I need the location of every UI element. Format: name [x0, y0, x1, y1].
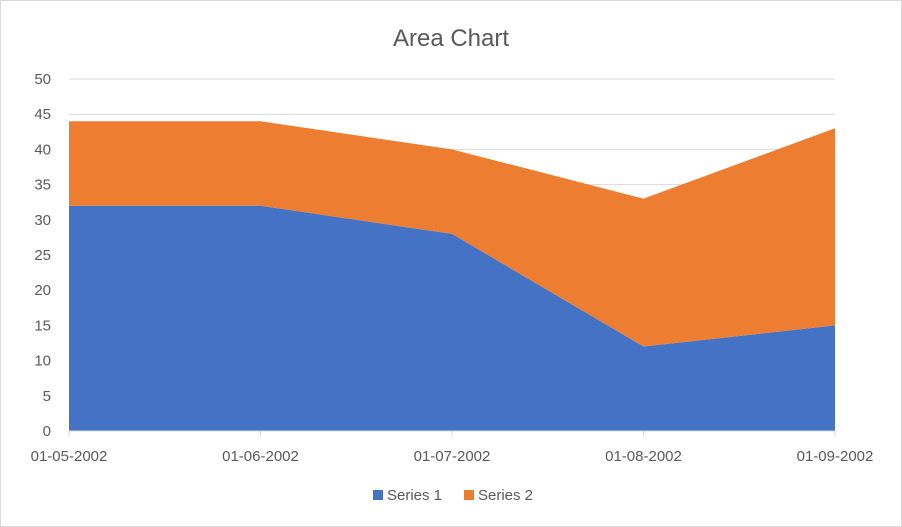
- x-tick-label: 01-07-2002: [414, 448, 491, 465]
- y-tick-label: 0: [43, 423, 51, 440]
- y-tick-label: 50: [34, 71, 51, 88]
- legend-label: Series 1: [387, 487, 442, 504]
- y-tick-label: 15: [34, 317, 51, 334]
- y-tick-label: 45: [34, 106, 51, 123]
- legend-swatch: [464, 490, 474, 500]
- area-series-2: [69, 121, 835, 347]
- y-tick-label: 35: [34, 177, 51, 194]
- x-tick-label: 01-08-2002: [605, 448, 682, 465]
- legend: Series 1 Series 2: [373, 487, 533, 504]
- legend-swatch: [373, 490, 383, 500]
- legend-label: Series 2: [478, 487, 533, 504]
- area-series-group: [69, 121, 835, 431]
- y-tick-label: 10: [34, 353, 51, 370]
- x-tick-label: 01-09-2002: [797, 448, 874, 465]
- y-tick-label: 25: [34, 247, 51, 264]
- y-tick-label: 30: [34, 212, 51, 229]
- x-tick-label: 01-05-2002: [31, 448, 108, 465]
- axes: 0 5 10 15 20 25 30 35 40 45 50 01-05-2002 01-06-2002…: [31, 71, 874, 465]
- y-tick-label: 20: [34, 282, 51, 299]
- area-series-1: [69, 205, 835, 431]
- y-tick-label: 40: [34, 141, 51, 158]
- y-tick-label: 5: [43, 388, 51, 405]
- x-tick-label: 01-06-2002: [222, 448, 299, 465]
- chart-title: Area Chart: [393, 25, 509, 52]
